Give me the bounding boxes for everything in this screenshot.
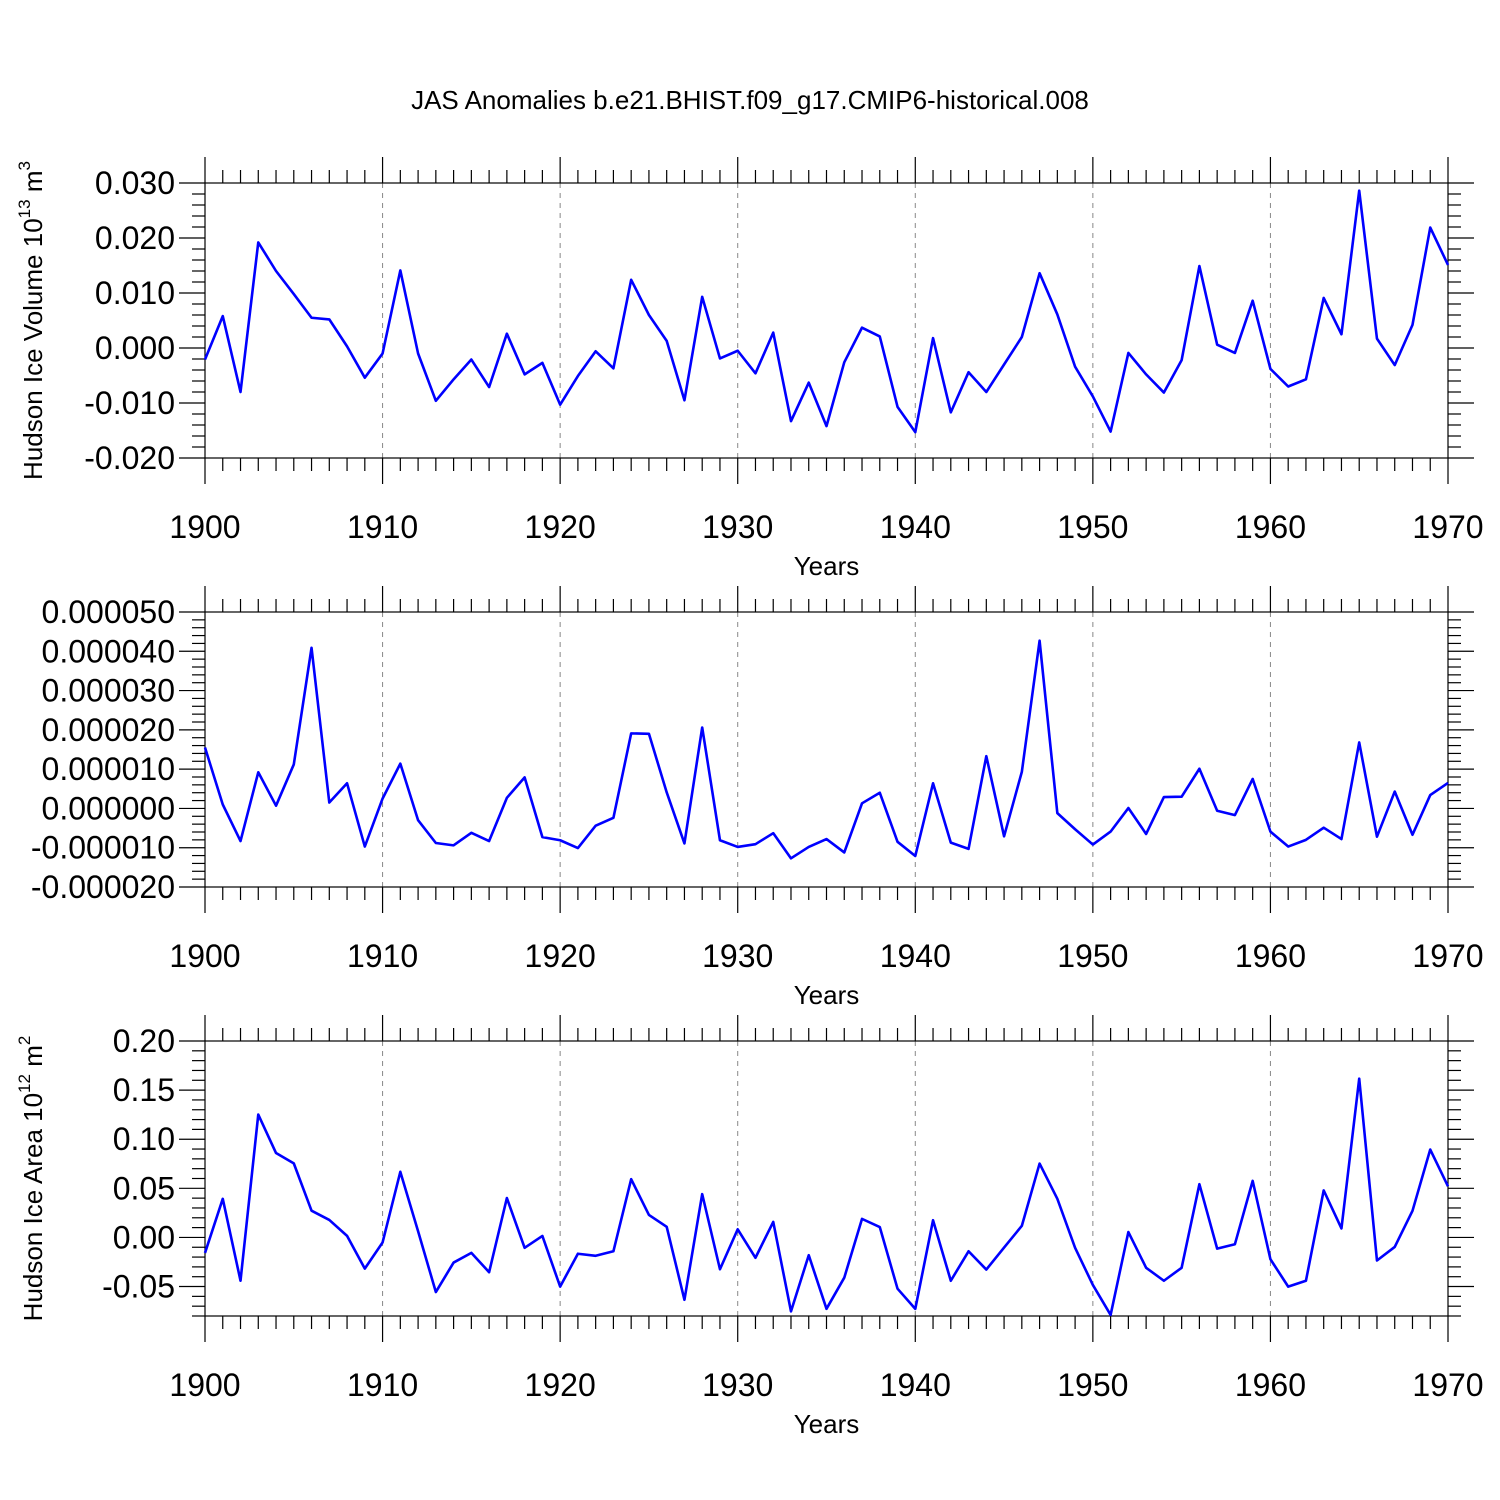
x-tick-label: 1900 bbox=[169, 938, 240, 974]
x-tick-label: 1930 bbox=[702, 938, 773, 974]
panel-2: -0.000020-0.0000100.0000000.0000100.0000… bbox=[31, 586, 1484, 1010]
y-tick-label: -0.05 bbox=[102, 1269, 175, 1305]
y-tick-label: -0.020 bbox=[84, 440, 175, 476]
x-tick-label: 1940 bbox=[880, 938, 951, 974]
y-tick-label: -0.000010 bbox=[31, 830, 175, 866]
x-tick-label: 1920 bbox=[525, 1367, 596, 1403]
x-tick-label: 1910 bbox=[347, 1367, 418, 1403]
y-tick-label: 0.000010 bbox=[42, 751, 175, 787]
y-tick-label: 0.010 bbox=[95, 275, 175, 311]
x-tick-label: 1900 bbox=[169, 1367, 240, 1403]
plot-frame bbox=[204, 1040, 1449, 1317]
y-tick-label: 0.00 bbox=[113, 1219, 175, 1255]
data-series-line bbox=[203, 639, 1449, 860]
x-tick-label: 1960 bbox=[1235, 938, 1306, 974]
y-tick-label: 0.000020 bbox=[42, 712, 175, 748]
panel-3: -0.05 0.00 0.05 0.10 0.15 0.20 1900 1910 1920 193… bbox=[15, 1015, 1484, 1439]
y-tick-label: -0.000020 bbox=[31, 869, 175, 905]
x-axis-label: Years bbox=[794, 980, 860, 1010]
y-tick-label: 0.000050 bbox=[42, 594, 175, 630]
panel-1: -0.020 -0.010 0.000 0.010 0.020 0.030 1900 1910… bbox=[15, 157, 1484, 581]
y-tick-label: -0.010 bbox=[84, 385, 175, 421]
data-series-line bbox=[203, 1077, 1450, 1317]
x-axis-label: Years bbox=[794, 551, 860, 581]
x-tick-label: 1920 bbox=[525, 938, 596, 974]
y-tick-label: 0.000000 bbox=[42, 790, 175, 826]
x-tick-label: 1960 bbox=[1235, 509, 1306, 545]
x-tick-label: 1950 bbox=[1057, 1367, 1128, 1403]
x-tick-label: 1930 bbox=[702, 1367, 773, 1403]
y-tick-label: 0.05 bbox=[113, 1170, 175, 1206]
x-tick-label: 1970 bbox=[1412, 938, 1483, 974]
y-tick-label: 0.000030 bbox=[42, 673, 175, 709]
y-axis-label: Hudson Ice Volume 1013 m3 bbox=[15, 161, 48, 480]
x-tick-label: 1950 bbox=[1057, 509, 1128, 545]
y-axis-label: Hudson Ice Area 1012 m2 bbox=[15, 1036, 48, 1322]
x-tick-label: 1970 bbox=[1412, 509, 1483, 545]
y-tick-label: 0.15 bbox=[113, 1072, 175, 1108]
y-tick-label: 0.20 bbox=[113, 1023, 175, 1059]
y-tick-label: 0.030 bbox=[95, 165, 175, 201]
y-tick-label: 0.020 bbox=[95, 220, 175, 256]
x-tick-label: 1950 bbox=[1057, 938, 1128, 974]
x-tick-label: 1940 bbox=[880, 1367, 951, 1403]
x-tick-label: 1960 bbox=[1235, 1367, 1306, 1403]
x-tick-label: 1910 bbox=[347, 938, 418, 974]
data-series-line bbox=[203, 189, 1450, 434]
x-tick-label: 1910 bbox=[347, 509, 418, 545]
x-tick-label: 1900 bbox=[169, 509, 240, 545]
y-tick-label: 0.000 bbox=[95, 330, 175, 366]
x-tick-label: 1920 bbox=[525, 509, 596, 545]
plot-frame bbox=[204, 182, 1449, 459]
y-tick-label: 0.000040 bbox=[42, 633, 175, 669]
x-axis-label: Years bbox=[794, 1409, 860, 1439]
y-tick-label: 0.10 bbox=[113, 1121, 175, 1157]
plot-frame bbox=[204, 611, 1449, 888]
x-tick-label: 1930 bbox=[702, 509, 773, 545]
x-tick-label: 1970 bbox=[1412, 1367, 1483, 1403]
figure-title: JAS Anomalies b.e21.BHIST.f09_g17.CMIP6-… bbox=[411, 85, 1089, 115]
panels: -0.020 -0.010 0.000 0.010 0.020 0.030 1900 1910… bbox=[15, 157, 1484, 1439]
x-tick-label: 1940 bbox=[880, 509, 951, 545]
